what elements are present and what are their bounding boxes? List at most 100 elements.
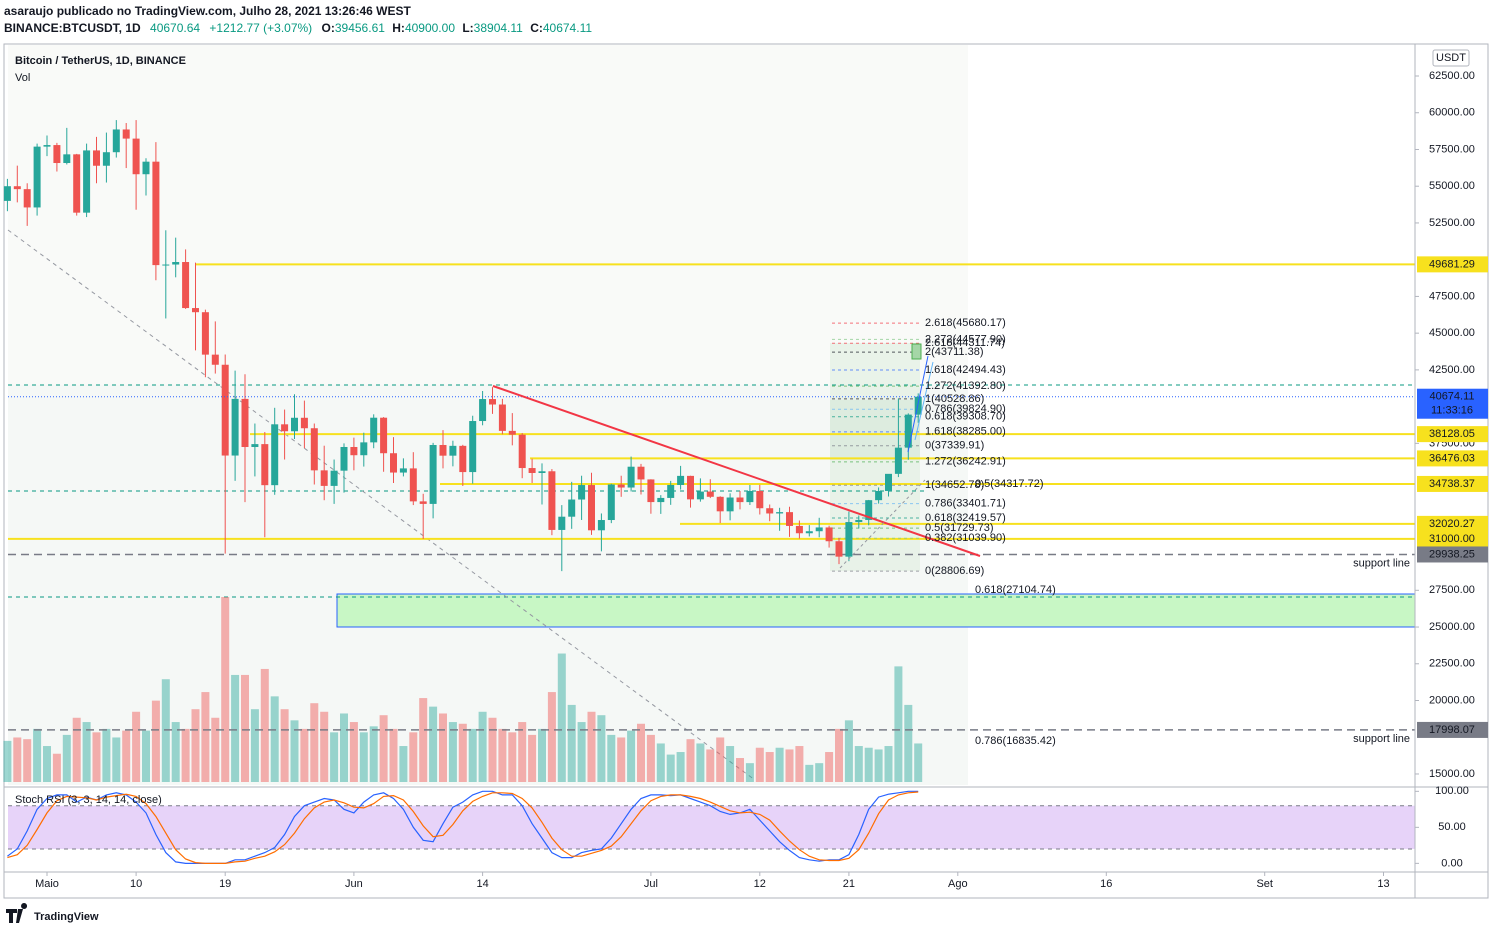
volume-bar [755,747,764,782]
volume-bar [122,730,131,782]
x-tick-label: 10 [130,878,142,890]
fib-label: 0.5(34317.72) [975,478,1044,490]
publisher-line: asaraujo publicado no TradingView.com, J… [4,4,411,18]
candle-body [152,161,160,266]
level-price-box [1417,450,1488,467]
volume-bar [795,746,804,782]
volume-bar [557,653,566,782]
candle-body [786,512,793,526]
candle-body [914,396,922,415]
volume-bar [132,711,141,782]
fib-label: 0.786(16835.42) [975,735,1056,747]
currency: USDT [1436,52,1466,64]
level-note: support line [1353,733,1410,745]
candle-body [23,189,31,208]
volume-bar [656,743,665,782]
candle-body [419,501,427,504]
candle-body [815,527,823,532]
trend-line [492,385,981,557]
fib-label: 1.618(38285.00) [925,426,1006,438]
volume-bar [478,711,487,782]
volume-bar [567,704,576,782]
volume-bar [290,720,299,782]
candle-body [43,145,51,147]
volume-bar [815,763,824,782]
x-tick-label: 12 [754,878,766,890]
candle-body [627,466,635,488]
volume-bar [52,753,61,782]
candle-body [132,138,140,175]
candle-body [726,497,734,512]
candle-body [498,404,506,431]
fib-label: 0.382(31039.90) [925,532,1006,544]
volume-bar [62,734,71,782]
y-tick-label: 52500.00 [1429,217,1475,229]
volume-bar [597,715,606,782]
stoch-line [7,791,919,864]
volume-bar [696,743,705,782]
last-price-box [1417,388,1488,419]
candle-body [607,484,615,521]
candle-body [687,475,694,500]
fib-zone [8,385,968,785]
volume-bar [448,722,457,782]
volume-bar [538,728,546,782]
level-note: support line [1353,557,1410,569]
volume-bar [112,737,121,782]
volume-bar [468,728,477,782]
stoch-y-tick-label: 0.00 [1441,857,1462,869]
volume-bar [676,752,685,782]
level-price-label: 17998.07 [1429,724,1475,736]
volume-bar [231,674,240,782]
volume-bar [300,728,309,782]
level-price-box [1417,721,1488,738]
y-tick-label: 47500.00 [1429,290,1475,302]
fib-label: 1.272(36242.91) [925,456,1006,468]
candle-body [231,398,239,456]
candle-body [459,445,467,473]
volume-bar [399,746,408,782]
candle-body [439,444,447,456]
drawings-layer: Bitcoin / TetherUS, 1D, BINANCE Vol Stoc… [4,44,1488,923]
volume-bar [607,734,616,782]
candle-body [865,500,873,520]
candle-body [795,525,803,534]
volume-bar [181,728,190,782]
candle-body [93,150,100,166]
y-tick-label: 42500.00 [1429,364,1475,376]
level-price-box [1417,426,1488,443]
candle-body [756,490,764,509]
background-layer [7,45,1416,785]
level-price-label: 38128.05 [1429,428,1475,440]
volume-bar [646,734,655,782]
volume-bar [310,703,319,782]
y-tick-label: 20000.00 [1429,694,1475,706]
candle-body [3,186,11,201]
candle-body [211,354,219,365]
candle-body [449,445,457,456]
ohlc-key: C: [530,21,543,35]
fib-extension [839,479,926,569]
level-price-box [1417,515,1488,532]
volume-bar [280,709,289,782]
volume-bar [439,713,447,782]
volume-bar [102,728,111,782]
candle-body [597,520,605,531]
x-tick-label: Maio [35,878,59,890]
volume-bar [745,763,754,782]
candle-body [528,468,536,473]
volume-bar [528,734,537,782]
x-tick-label: 13 [1377,878,1389,890]
symbol-line: BINANCE:BTCUSDT, 1D 40670.64 +1212.77 (+… [4,21,592,35]
volume-bar [359,732,368,782]
fib-label: 2.618(44311.74) [925,337,1005,349]
volume-bar [508,732,517,782]
candle-body [360,442,368,456]
candle-body [251,444,259,448]
volume-bar [151,700,160,782]
candle-body [736,497,744,503]
level-price-label: 32020.27 [1429,518,1475,530]
candle-body [716,496,724,512]
